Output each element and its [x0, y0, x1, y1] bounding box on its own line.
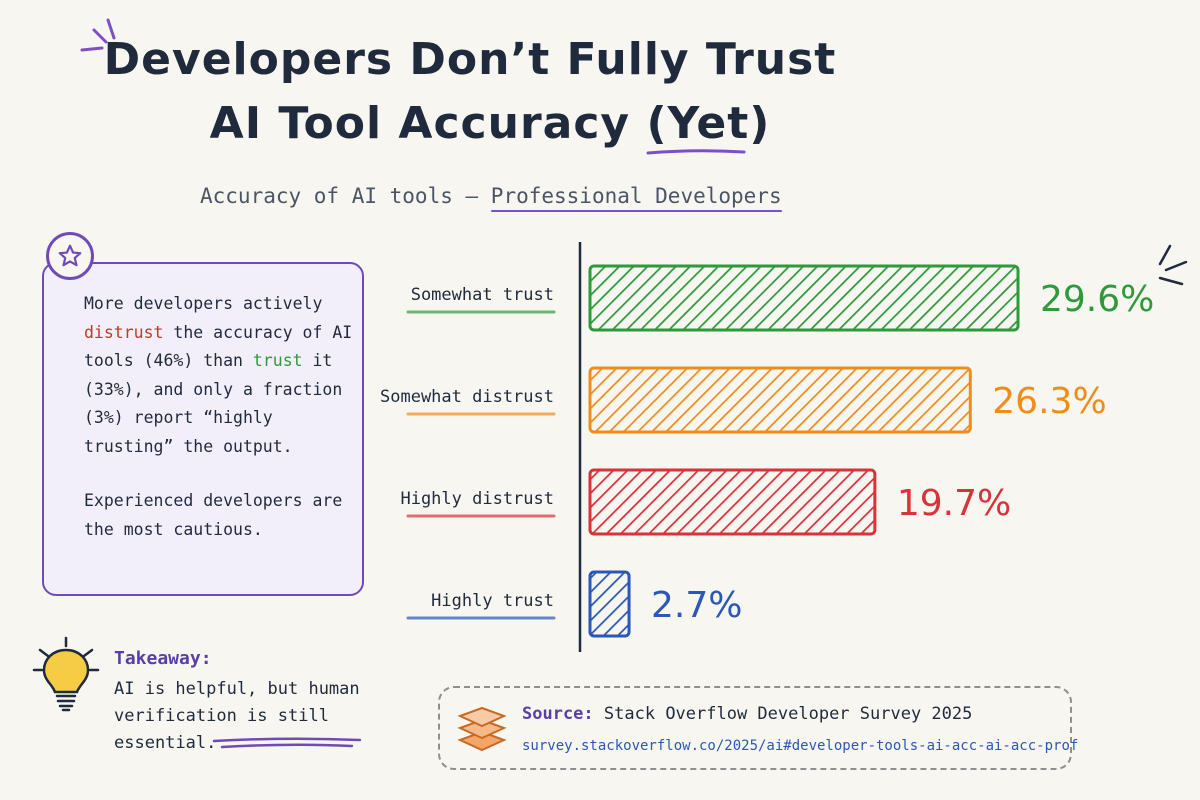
bar-value-label: 2.7% [651, 585, 742, 626]
star-icon [46, 232, 94, 280]
takeaway-heading: Takeaway: [114, 648, 212, 669]
bar-value-label: 29.6% [1040, 279, 1154, 320]
insight-paragraph-2: Experienced developers are the most caut… [84, 491, 343, 539]
insight-text-part: More developers actively [84, 294, 323, 313]
takeaway-text: AI is helpful, but human verification is… [114, 679, 360, 753]
distrust-highlight: distrust [84, 322, 164, 342]
bar-category-label: Highly distrust [400, 489, 554, 509]
insight-card [42, 262, 364, 596]
takeaway-underline-icon [212, 737, 362, 749]
sparkle-marks-icon [80, 18, 116, 52]
bar-value-label: 26.3% [992, 381, 1106, 422]
bar-category-label: Highly trust [431, 591, 554, 611]
layers-icon [457, 706, 507, 752]
insight-text: More developers actively distrust the ac… [84, 290, 356, 544]
emphasis-marks-icon [1158, 244, 1188, 286]
title-line-1: Developers Don’t Fully Trust [103, 34, 837, 85]
source-url-link[interactable]: survey.stackoverflow.co/2025/ai#develope… [522, 738, 1079, 754]
bar-category-label: Somewhat distrust [380, 387, 554, 407]
source-line: Source: Stack Overflow Developer Survey … [522, 704, 972, 724]
bar-3 [588, 570, 631, 638]
trust-highlight: trust [252, 351, 303, 370]
source-card [438, 686, 1072, 770]
bar-2 [588, 468, 877, 536]
chart-title: Developers Don’t Fully Trust AI Tool Acc… [0, 28, 940, 156]
subtitle-highlight: Professional Developers [490, 184, 782, 212]
subtitle-prefix: Accuracy of AI tools – [200, 184, 491, 208]
title-line-2-main: AI Tool Accuracy [209, 98, 647, 149]
bar-value-label: 19.7% [897, 483, 1011, 524]
title-emphasis-text: (Yet) [646, 98, 771, 149]
title-line-2: AI Tool Accuracy (Yet) [0, 92, 940, 156]
chart-subtitle: Accuracy of AI tools – Professional Deve… [200, 184, 782, 212]
insight-text-part: it (33%), and only a fraction (3%) repor… [84, 351, 343, 456]
bar-1 [588, 366, 972, 434]
title-underline-icon [646, 149, 746, 155]
bar-chart: Somewhat trust 29.6% Somewhat distrust 26.3… [380, 242, 1188, 652]
insight-text-part: the accuracy of AI tools (46%) than [84, 322, 353, 371]
star-icon-glyph [58, 244, 82, 267]
title-emphasis: (Yet) [646, 98, 771, 155]
source-name: Stack Overflow Developer Survey 2025 [603, 704, 973, 724]
bar-0 [588, 264, 1020, 332]
insight-paragraph-1: More developers actively distrust the ac… [84, 290, 356, 461]
chart-bars: Somewhat trust 29.6% Somewhat distrust 26.3… [380, 264, 1154, 638]
source-label: Source: [522, 704, 594, 724]
bar-category-label: Somewhat trust [411, 285, 554, 305]
lightbulb-icon [32, 636, 100, 712]
